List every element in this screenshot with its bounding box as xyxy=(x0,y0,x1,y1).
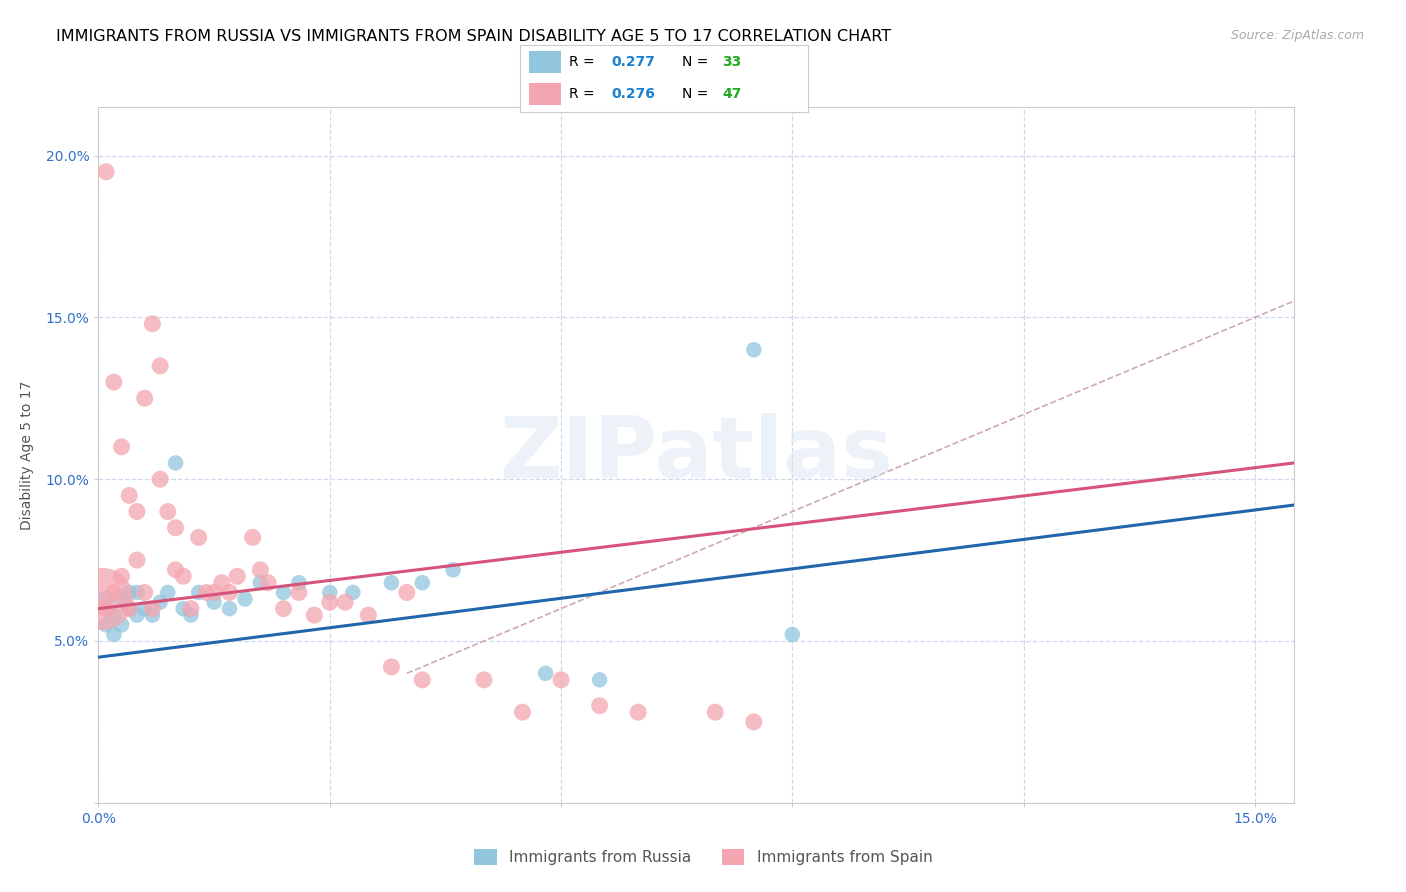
Text: R =: R = xyxy=(569,54,599,69)
Point xyxy=(118,488,141,502)
Y-axis label: Disability Age 5 to 17: Disability Age 5 to 17 xyxy=(21,380,34,530)
Point xyxy=(288,585,311,599)
Point xyxy=(202,585,225,599)
Point xyxy=(627,705,650,719)
Point xyxy=(125,553,148,567)
Point xyxy=(94,165,117,179)
Legend: Immigrants from Russia, Immigrants from Spain: Immigrants from Russia, Immigrants from … xyxy=(467,843,939,871)
Text: Source: ZipAtlas.com: Source: ZipAtlas.com xyxy=(1230,29,1364,42)
Point xyxy=(110,617,132,632)
Point xyxy=(110,440,132,454)
Point xyxy=(218,601,240,615)
Point xyxy=(125,504,148,518)
Point xyxy=(156,504,179,518)
Point xyxy=(141,608,163,623)
Point xyxy=(118,585,141,599)
Point xyxy=(550,673,572,687)
Point xyxy=(195,585,218,599)
Point xyxy=(288,575,311,590)
Point xyxy=(180,608,202,623)
Point xyxy=(149,595,172,609)
Point xyxy=(304,608,326,623)
Point xyxy=(588,673,610,687)
Text: 47: 47 xyxy=(723,87,741,101)
Point xyxy=(134,601,156,615)
Point xyxy=(103,627,125,641)
Point xyxy=(441,563,464,577)
Point xyxy=(165,521,187,535)
Point xyxy=(94,591,117,606)
Text: 0.276: 0.276 xyxy=(612,87,655,101)
Bar xyxy=(529,83,561,104)
Point xyxy=(180,601,202,615)
Point xyxy=(218,585,240,599)
Point xyxy=(149,359,172,373)
Point xyxy=(233,591,256,606)
Point xyxy=(333,595,356,609)
Point xyxy=(94,601,117,615)
Point xyxy=(118,601,141,615)
Bar xyxy=(529,51,561,73)
Point xyxy=(165,456,187,470)
Point xyxy=(125,585,148,599)
Text: 0.277: 0.277 xyxy=(612,54,655,69)
Text: R =: R = xyxy=(569,87,599,101)
Point xyxy=(211,575,233,590)
Point xyxy=(202,595,225,609)
Point xyxy=(319,585,342,599)
Point xyxy=(187,585,209,599)
Point xyxy=(342,585,364,599)
Point xyxy=(103,375,125,389)
Point xyxy=(110,591,132,606)
Point xyxy=(149,472,172,486)
Point xyxy=(134,392,156,406)
Point xyxy=(257,575,280,590)
Point xyxy=(134,585,156,599)
Point xyxy=(411,673,433,687)
Point xyxy=(380,575,402,590)
Point xyxy=(742,343,765,357)
Point xyxy=(742,714,765,729)
Point xyxy=(156,585,179,599)
Point xyxy=(534,666,557,681)
Point xyxy=(357,608,380,623)
Point xyxy=(172,569,194,583)
Text: N =: N = xyxy=(682,87,713,101)
Point xyxy=(187,531,209,545)
Point xyxy=(512,705,534,719)
Point xyxy=(319,595,342,609)
Point xyxy=(704,705,727,719)
Point xyxy=(242,531,264,545)
Point xyxy=(125,608,148,623)
Point xyxy=(141,601,163,615)
Point xyxy=(380,660,402,674)
Point xyxy=(411,575,433,590)
Point xyxy=(472,673,495,687)
Point xyxy=(94,617,117,632)
Point xyxy=(118,601,141,615)
Point xyxy=(172,601,194,615)
Point xyxy=(273,601,295,615)
Point xyxy=(91,591,114,606)
Text: N =: N = xyxy=(682,54,713,69)
Text: 33: 33 xyxy=(723,54,741,69)
Point xyxy=(141,317,163,331)
Point xyxy=(103,585,125,599)
Point xyxy=(103,608,125,623)
Text: IMMIGRANTS FROM RUSSIA VS IMMIGRANTS FROM SPAIN DISABILITY AGE 5 TO 17 CORRELATI: IMMIGRANTS FROM RUSSIA VS IMMIGRANTS FRO… xyxy=(56,29,891,44)
Point xyxy=(395,585,418,599)
Point xyxy=(249,575,271,590)
Point xyxy=(249,563,271,577)
Point xyxy=(226,569,249,583)
Point xyxy=(782,627,804,641)
Point xyxy=(165,563,187,577)
Point xyxy=(588,698,610,713)
Point xyxy=(110,569,132,583)
Text: ZIPatlas: ZIPatlas xyxy=(499,413,893,497)
Point xyxy=(273,585,295,599)
